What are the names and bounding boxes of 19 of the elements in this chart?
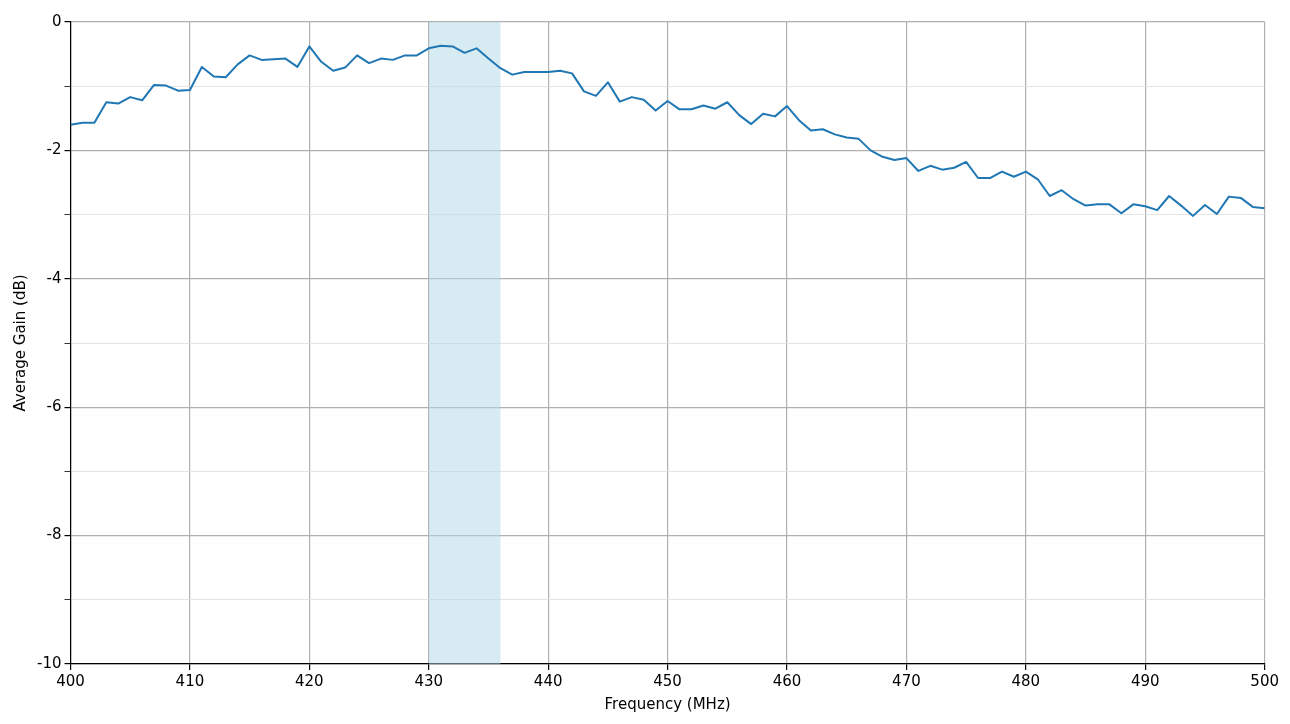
x-tick-label: 430	[414, 671, 444, 690]
x-tick-label: 400	[56, 671, 85, 690]
x-tick-label: 420	[295, 671, 324, 690]
x-tick-label: 450	[653, 671, 682, 690]
y-tick-label: 0	[51, 11, 62, 30]
x-axis-title: Frequency (MHz)	[604, 694, 731, 713]
y-tick-label: -2	[46, 140, 62, 159]
x-tick-label: 460	[772, 671, 802, 690]
y-axis-title: Average Gain (dB)	[10, 274, 29, 412]
x-tick-label: 490	[1130, 671, 1160, 690]
y-tick-label: -8	[46, 525, 62, 544]
x-tick-label: 410	[175, 671, 205, 690]
y-tick-label: -6	[46, 397, 62, 416]
x-tick-label: 480	[1011, 671, 1041, 690]
x-tick-label: 440	[533, 671, 563, 690]
x-tick-label: 500	[1250, 671, 1280, 690]
y-tick-label: -10	[37, 653, 62, 672]
x-tick-label: 470	[892, 671, 921, 690]
y-tick-label: -4	[46, 268, 62, 287]
